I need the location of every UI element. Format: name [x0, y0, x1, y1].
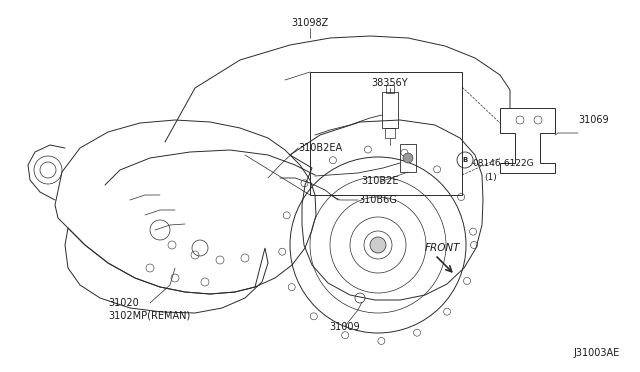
Text: 31069: 31069 — [578, 115, 609, 125]
Text: (1): (1) — [484, 173, 497, 182]
Text: 38356Y: 38356Y — [372, 78, 408, 88]
Bar — [385, 128, 395, 138]
Bar — [382, 92, 398, 128]
Bar — [400, 144, 416, 172]
Bar — [386, 85, 394, 93]
Circle shape — [403, 153, 413, 163]
Text: 31020: 31020 — [108, 298, 139, 308]
Text: B: B — [462, 157, 468, 163]
Text: 31098Z: 31098Z — [291, 18, 328, 28]
Text: 3102MP(REMAN): 3102MP(REMAN) — [108, 311, 190, 321]
Text: FRONT: FRONT — [425, 243, 461, 253]
Text: 310B2E: 310B2E — [361, 176, 399, 186]
Text: 08146-6122G: 08146-6122G — [472, 158, 534, 167]
Text: 310B6G: 310B6G — [358, 195, 397, 205]
Text: 310B2EA: 310B2EA — [298, 143, 342, 153]
Text: J31003AE: J31003AE — [573, 348, 620, 358]
Circle shape — [370, 237, 386, 253]
Text: 31009: 31009 — [330, 322, 360, 332]
